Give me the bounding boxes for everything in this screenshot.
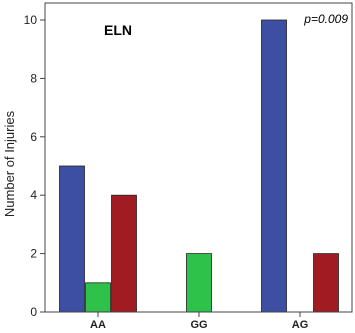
bar-aa-series-2 bbox=[85, 282, 111, 313]
y-tick-label: 8 bbox=[30, 71, 37, 85]
y-tick-label: 6 bbox=[30, 130, 37, 144]
chart-title: ELN bbox=[104, 22, 132, 38]
y-tick-label: 10 bbox=[24, 13, 38, 27]
y-axis-ticks: 0 2 4 6 8 10 bbox=[24, 13, 45, 319]
y-tick-label: 2 bbox=[30, 247, 37, 261]
y-axis-title: Number of Injuries bbox=[2, 110, 17, 217]
x-tick-label-gg: GG bbox=[190, 319, 207, 331]
bar-gg-series-2 bbox=[186, 253, 212, 313]
bar-aa-series-3 bbox=[111, 194, 137, 313]
p-value-annotation: p=0.009 bbox=[303, 12, 348, 26]
x-tick-label-aa: AA bbox=[90, 319, 106, 331]
plot-frame bbox=[44, 2, 353, 313]
bar-group bbox=[59, 19, 339, 313]
x-tick-label-ag: AG bbox=[292, 319, 309, 331]
bar-ag-series-1 bbox=[261, 19, 287, 313]
y-tick-label: 0 bbox=[30, 305, 37, 319]
bar-ag-series-3 bbox=[313, 253, 339, 313]
x-axis-ticks: AA GG AG bbox=[90, 312, 308, 331]
bar-aa-series-1 bbox=[59, 165, 85, 313]
y-tick-label: 4 bbox=[30, 188, 37, 202]
